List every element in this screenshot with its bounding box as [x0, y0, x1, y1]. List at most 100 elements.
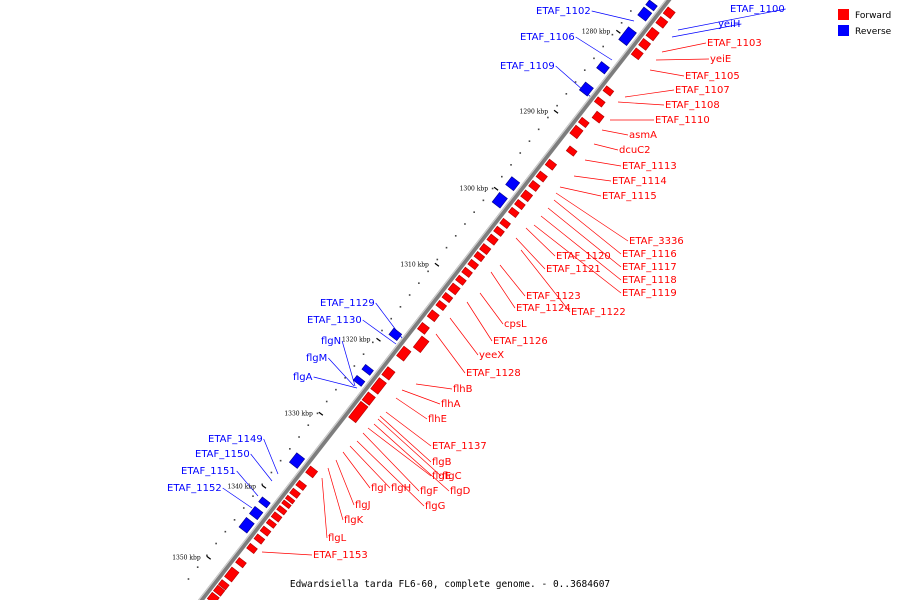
tick-label-1300-kbp: 1300 kbp — [460, 186, 489, 193]
minor-tick-dot — [325, 400, 328, 403]
minor-tick-dot — [620, 22, 623, 24]
gene-label-etaf-1121: ETAF_1121 — [546, 264, 601, 275]
leader-flgk — [327, 467, 344, 521]
forward-gene-block — [569, 124, 584, 140]
gene-label-flgc: flgC — [442, 471, 462, 482]
gene-label-cpsl: cpsL — [504, 319, 527, 330]
minor-tick-dot — [279, 459, 282, 462]
leader-etaf-1130 — [362, 319, 397, 345]
leader-etaf-1114 — [573, 175, 612, 182]
leader-etaf-1108 — [617, 101, 665, 106]
forward-gene-block — [455, 274, 467, 286]
minor-tick-dot — [261, 483, 263, 486]
gene-label-etaf-1124: ETAF_1124 — [516, 303, 571, 314]
forward-gene-block — [396, 345, 412, 362]
gene-label-flgi: flgI — [371, 483, 387, 494]
reverse-gene-block — [618, 26, 637, 46]
minor-tick-dot — [316, 412, 319, 415]
leader-flgl — [321, 477, 328, 539]
gene-label-etaf-1153: ETAF_1153 — [313, 550, 368, 561]
leader-flgj — [335, 459, 355, 506]
leader-etaf-1122 — [520, 249, 571, 313]
gene-label-flgl: flgL — [328, 533, 347, 544]
minor-tick-dot — [252, 495, 254, 497]
forward-gene-block — [591, 110, 605, 124]
forward-gene-block — [441, 292, 454, 304]
minor-tick-dot — [445, 246, 448, 249]
reverse-gene-block — [238, 517, 255, 534]
leader-etaf-3336 — [555, 192, 629, 242]
forward-gene-block — [507, 206, 520, 218]
genome-caption: Edwardsiella tarda FL6-60, complete geno… — [290, 579, 610, 590]
forward-gene-block — [479, 243, 492, 256]
minor-tick-dot — [215, 542, 217, 545]
reverse-gene-block — [249, 506, 264, 521]
leader-flgc — [377, 418, 442, 477]
gene-label-etaf-1102: ETAF_1102 — [536, 6, 591, 17]
gene-label-etaf-1126: ETAF_1126 — [493, 336, 548, 347]
gene-label-etaf-1128: ETAF_1128 — [466, 368, 521, 379]
minor-tick-dot — [344, 377, 346, 379]
gene-label-etaf-1109: ETAF_1109 — [500, 61, 555, 72]
forward-gene-block — [645, 26, 660, 42]
leader-etaf-1126 — [466, 301, 493, 342]
gene-label-flhb: flhB — [453, 384, 473, 395]
minor-tick-dots — [187, 10, 632, 580]
minor-tick-dot — [335, 388, 337, 391]
forward-gene-block — [381, 366, 396, 381]
forward-gene-block — [447, 282, 461, 296]
gene-label-flgd: flgD — [450, 486, 471, 497]
forward-gene-block — [265, 518, 277, 529]
tick-label-1310-kbp: 1310 kbp — [400, 262, 429, 269]
forward-gene-block — [638, 38, 652, 51]
minor-tick-dot — [427, 270, 429, 273]
minor-tick-dot — [362, 353, 365, 355]
gene-label-flgf: flgF — [420, 486, 439, 497]
gene-label-flgj: flgJ — [355, 500, 371, 511]
minor-tick-dot — [196, 566, 199, 568]
leader-yeih — [671, 23, 742, 38]
forward-gene-block — [486, 233, 499, 246]
gene-features — [206, 0, 676, 600]
leader-etaf-1103 — [661, 42, 707, 53]
leader-etaf-1105 — [649, 69, 685, 77]
minor-tick-dot — [630, 10, 632, 12]
forward-gene-block — [499, 217, 511, 230]
gene-label-yeex: yeeX — [479, 350, 504, 361]
forward-gene-block — [535, 170, 548, 183]
gene-label-etaf-1100: ETAF_1100 — [730, 4, 785, 15]
gene-label-etaf-1117: ETAF_1117 — [622, 262, 677, 273]
leader-etaf-1116 — [553, 199, 622, 255]
minor-tick-dot — [390, 317, 393, 320]
reverse-gene-block — [491, 192, 508, 209]
forward-gene-block — [544, 158, 558, 171]
gene-label-flgn: flgN — [321, 336, 341, 347]
forward-gene-block — [514, 198, 526, 211]
leader-etaf-1106 — [575, 36, 613, 61]
leader-flga — [313, 376, 358, 389]
tick-label-1290-kbp: 1290 kbp — [520, 109, 549, 116]
minor-tick-dot — [583, 69, 586, 71]
tick-mark-1290-kbp — [553, 109, 559, 114]
forward-gene-block — [246, 542, 258, 555]
forward-gene-block — [655, 15, 669, 29]
gene-label-flga: flgA — [293, 372, 313, 383]
leader-asma — [601, 129, 629, 136]
minor-tick-dot — [206, 554, 208, 557]
leader-flgh — [349, 445, 391, 489]
minor-tick-dot — [528, 140, 531, 142]
minor-tick-dot — [593, 57, 595, 60]
gene-label-etaf-1151: ETAF_1151 — [181, 466, 236, 477]
forward-gene-block — [276, 505, 288, 516]
forward-gene-block — [217, 579, 230, 591]
leader-flhe — [395, 397, 428, 420]
forward-gene-block — [577, 116, 590, 129]
gene-label-dcuc2: dcuC2 — [619, 145, 651, 156]
leader-flgn — [341, 340, 356, 387]
minor-tick-dot — [537, 128, 540, 131]
forward-gene-block — [281, 499, 292, 510]
leader-cpsl — [479, 292, 504, 325]
leader-dcuc2 — [593, 143, 619, 151]
tick-label-1350-kbp: 1350 kbp — [172, 555, 201, 562]
minor-tick-dot — [473, 211, 475, 213]
